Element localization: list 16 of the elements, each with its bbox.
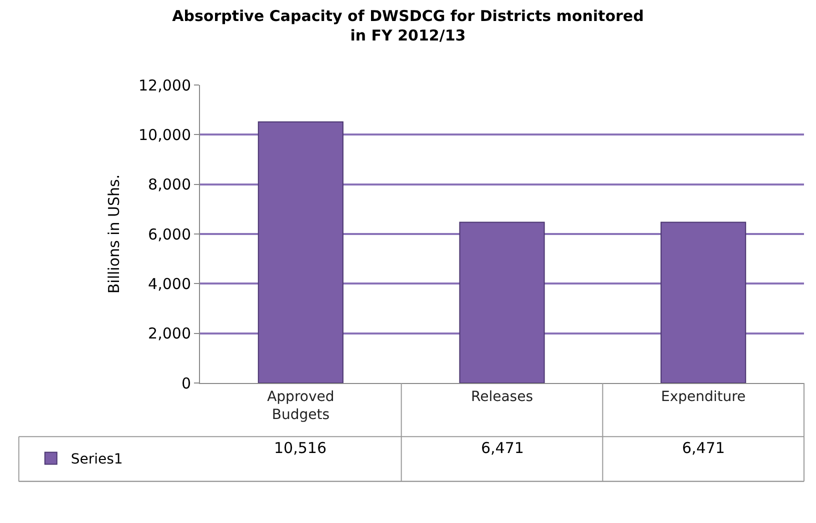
data-label: 10,516 [274,439,326,457]
y-tick-label: 0 [181,374,191,392]
y-tick-label: 12,000 [138,76,191,94]
y-tick-label: 8,000 [148,176,191,194]
y-tick-label: 2,000 [148,324,191,343]
y-tick-label: 6,000 [148,225,191,244]
legend-label: Series1 [70,452,123,468]
x-tick-label: Expenditure [660,388,746,405]
x-tick-label: Releases [471,388,533,405]
y-tick-label: 4,000 [148,274,191,293]
data-label: 6,471 [682,439,725,457]
data-label: 6,471 [481,439,524,457]
y-axis-title: Billions in UShs. [104,174,123,294]
y-tick-label: 10,000 [138,126,191,144]
x-tick-label: Approved Budgets [267,388,334,423]
chart-title: Absorptive Capacity of DWSDCG for Districts monitored in FY 2012/13 [172,6,644,44]
